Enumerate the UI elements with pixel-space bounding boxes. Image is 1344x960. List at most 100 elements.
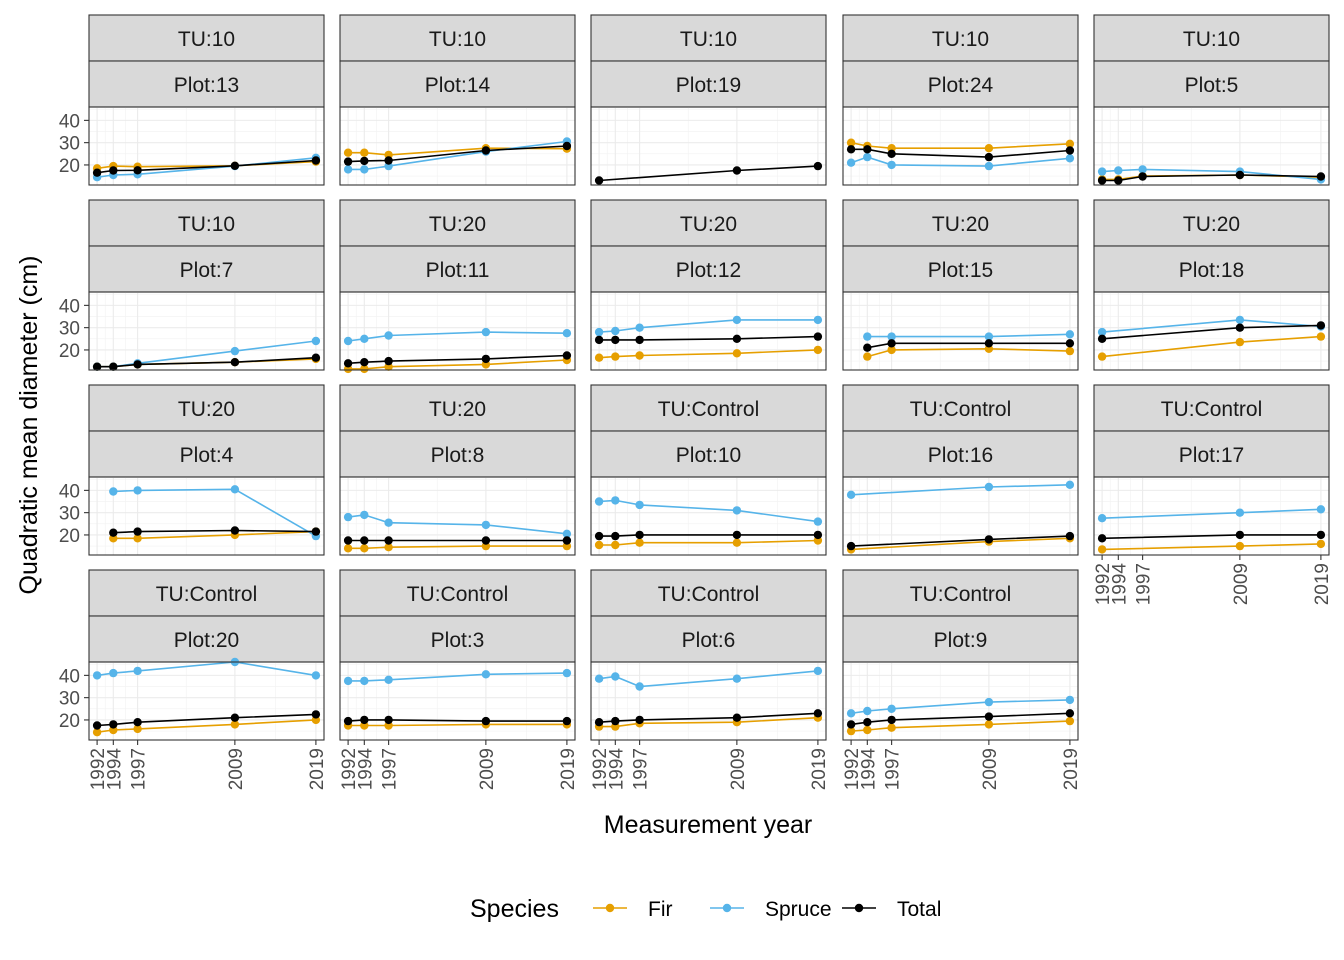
data-point-total — [594, 335, 604, 345]
data-point-spruce — [846, 709, 856, 718]
x-tick-label: 1994 — [858, 748, 879, 791]
data-point-fir — [343, 544, 353, 553]
y-tick-label: 30 — [59, 689, 80, 710]
y-tick-label: 30 — [59, 504, 80, 525]
facet-panel: TU:10 Plot:5 — [1093, 14, 1330, 186]
x-tick-label: 2009 — [980, 748, 1001, 790]
panel-border — [842, 106, 1079, 186]
series-line-fir — [348, 545, 567, 550]
series-line-total — [599, 335, 818, 341]
legend-key-spruce-point — [722, 903, 732, 913]
data-point-total — [481, 354, 491, 364]
strip-tu — [339, 199, 576, 247]
data-point-fir — [594, 540, 604, 550]
strip-plot-label: Plot:8 — [431, 444, 485, 467]
strip-tu — [88, 384, 325, 432]
data-point-spruce — [109, 668, 118, 678]
panel-border — [590, 476, 827, 556]
strip-plot — [842, 60, 1079, 108]
strip-tu — [88, 199, 325, 247]
strip-tu — [842, 199, 1079, 247]
data-point-spruce — [481, 670, 491, 679]
data-point-total — [481, 146, 491, 155]
data-point-total — [846, 541, 856, 551]
data-point-total — [611, 335, 620, 345]
strip-tu-label: TU:20 — [680, 213, 737, 236]
data-point-spruce — [311, 336, 321, 346]
data-point-spruce — [611, 496, 620, 505]
facet-panel: TU:10 Plot:7 — [88, 199, 325, 371]
data-point-spruce — [984, 697, 994, 707]
data-point-total — [360, 156, 369, 166]
strip-tu-label: TU:20 — [429, 213, 486, 236]
data-point-spruce — [732, 674, 742, 683]
data-point-spruce — [562, 668, 572, 678]
data-point-spruce — [343, 165, 353, 174]
data-point-total — [133, 527, 142, 536]
data-point-total — [360, 715, 369, 725]
data-point-fir — [846, 726, 856, 736]
data-point-spruce — [360, 510, 369, 520]
data-point-total — [384, 156, 393, 165]
x-tick-label: 2019 — [558, 748, 579, 790]
x-tick-label: 1994 — [1109, 563, 1130, 606]
strip-plot — [339, 615, 576, 663]
data-point-fir — [887, 345, 896, 355]
data-point-spruce — [887, 332, 896, 341]
strip-plot-label: Plot:9 — [934, 629, 988, 652]
data-point-total — [1316, 530, 1326, 540]
series-line-total — [867, 342, 1070, 349]
data-point-total — [1114, 176, 1123, 185]
data-point-spruce — [611, 326, 620, 336]
panel-border — [1093, 291, 1330, 371]
data-point-spruce — [230, 485, 240, 494]
data-point-spruce — [635, 500, 644, 510]
data-point-total — [813, 332, 823, 341]
data-point-fir — [360, 364, 369, 374]
data-point-spruce — [562, 529, 572, 538]
data-point-spruce — [635, 682, 644, 691]
data-point-spruce — [360, 334, 369, 343]
x-tick-label: 1994 — [104, 748, 125, 791]
data-point-fir — [1097, 545, 1107, 554]
x-tick-label: 2009 — [477, 748, 498, 790]
data-point-total — [343, 157, 353, 166]
x-tick-label: 2019 — [1061, 748, 1082, 790]
data-point-fir — [863, 352, 872, 361]
series-line-fir — [113, 530, 316, 540]
series-line-spruce — [347, 514, 567, 535]
facet-panel: TU:Control Plot:9 — [842, 569, 1079, 741]
x-tick-label: 1997 — [631, 748, 652, 790]
strip-tu-label: TU:20 — [1183, 213, 1240, 236]
x-tick-label: 1997 — [129, 748, 150, 790]
panel-border — [842, 661, 1079, 741]
data-point-spruce — [984, 161, 994, 171]
data-point-total — [635, 715, 644, 725]
data-point-total — [1138, 172, 1147, 181]
series-line-fir — [867, 347, 1070, 358]
data-point-total — [813, 709, 823, 718]
facet-panel: TU:Control Plot:16 — [842, 384, 1079, 556]
data-point-fir — [732, 538, 742, 547]
x-tick-label: 1997 — [883, 748, 904, 790]
data-point-fir — [887, 723, 896, 732]
data-point-fir — [611, 352, 620, 361]
data-point-fir — [984, 720, 994, 729]
data-point-spruce — [1235, 508, 1245, 517]
panel-border — [1093, 106, 1330, 186]
data-point-spruce — [732, 506, 742, 515]
facet-panel: TU:20 Plot:8 — [339, 384, 576, 556]
data-point-total — [481, 716, 491, 726]
x-tick-label: 1997 — [1134, 563, 1155, 605]
data-point-total — [311, 710, 321, 719]
series-line-fir — [1102, 543, 1321, 551]
facet-panel: TU:10 Plot:14 — [339, 14, 576, 186]
legend-label-total: Total — [897, 898, 941, 921]
data-point-total — [984, 339, 994, 348]
data-point-total — [384, 356, 393, 366]
strip-tu-label: TU:20 — [178, 398, 235, 421]
data-point-spruce — [594, 674, 604, 683]
data-point-spruce — [594, 327, 604, 337]
data-point-total — [311, 156, 321, 165]
legend-label-spruce: Spruce — [765, 898, 832, 921]
